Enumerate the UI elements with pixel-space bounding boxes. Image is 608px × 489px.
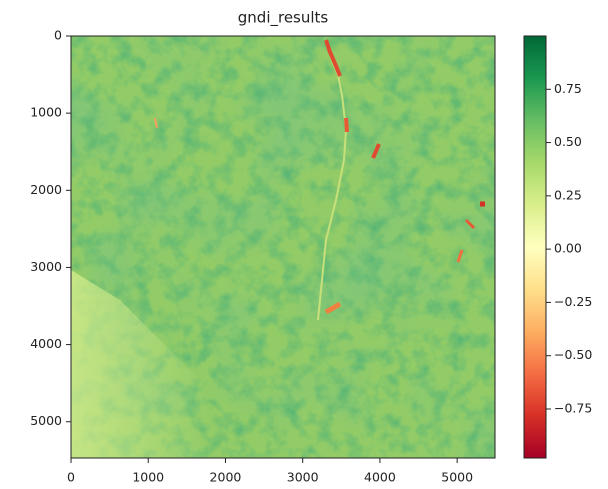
y-tick-label: 4000 (30, 336, 62, 351)
y-tick-label: 0 (54, 28, 62, 43)
chart-title: gndi_results (238, 9, 329, 28)
colorbar-scale (523, 35, 547, 459)
y-tick-label: 5000 (30, 413, 62, 428)
x-tick-label: 2000 (210, 470, 242, 485)
x-tick-label: 3000 (287, 470, 319, 485)
colorbar-tick-label: −0.50 (554, 347, 592, 362)
y-tick-label: 1000 (30, 105, 62, 120)
raster-image (70, 35, 496, 459)
x-tick-label: 0 (67, 470, 75, 485)
x-tick-label: 1000 (132, 470, 164, 485)
y-tick-label: 3000 (30, 259, 62, 274)
x-tick-label: 5000 (441, 470, 473, 485)
colorbar-tick-label: 0.00 (554, 241, 582, 256)
colorbar-tick-label: 0.50 (554, 134, 582, 149)
colorbar-tick-label: −0.25 (554, 294, 592, 309)
colorbar: −0.75 −0.50 −0.25 0.00 0.25 0.50 0.75 (523, 35, 592, 459)
colorbar-tick-label: 0.25 (554, 187, 582, 202)
colorbar-tick-label: 0.75 (554, 81, 582, 96)
y-tick-label: 2000 (30, 182, 62, 197)
colorbar-tick-label: −0.75 (554, 400, 592, 415)
x-tick-label: 4000 (364, 470, 396, 485)
